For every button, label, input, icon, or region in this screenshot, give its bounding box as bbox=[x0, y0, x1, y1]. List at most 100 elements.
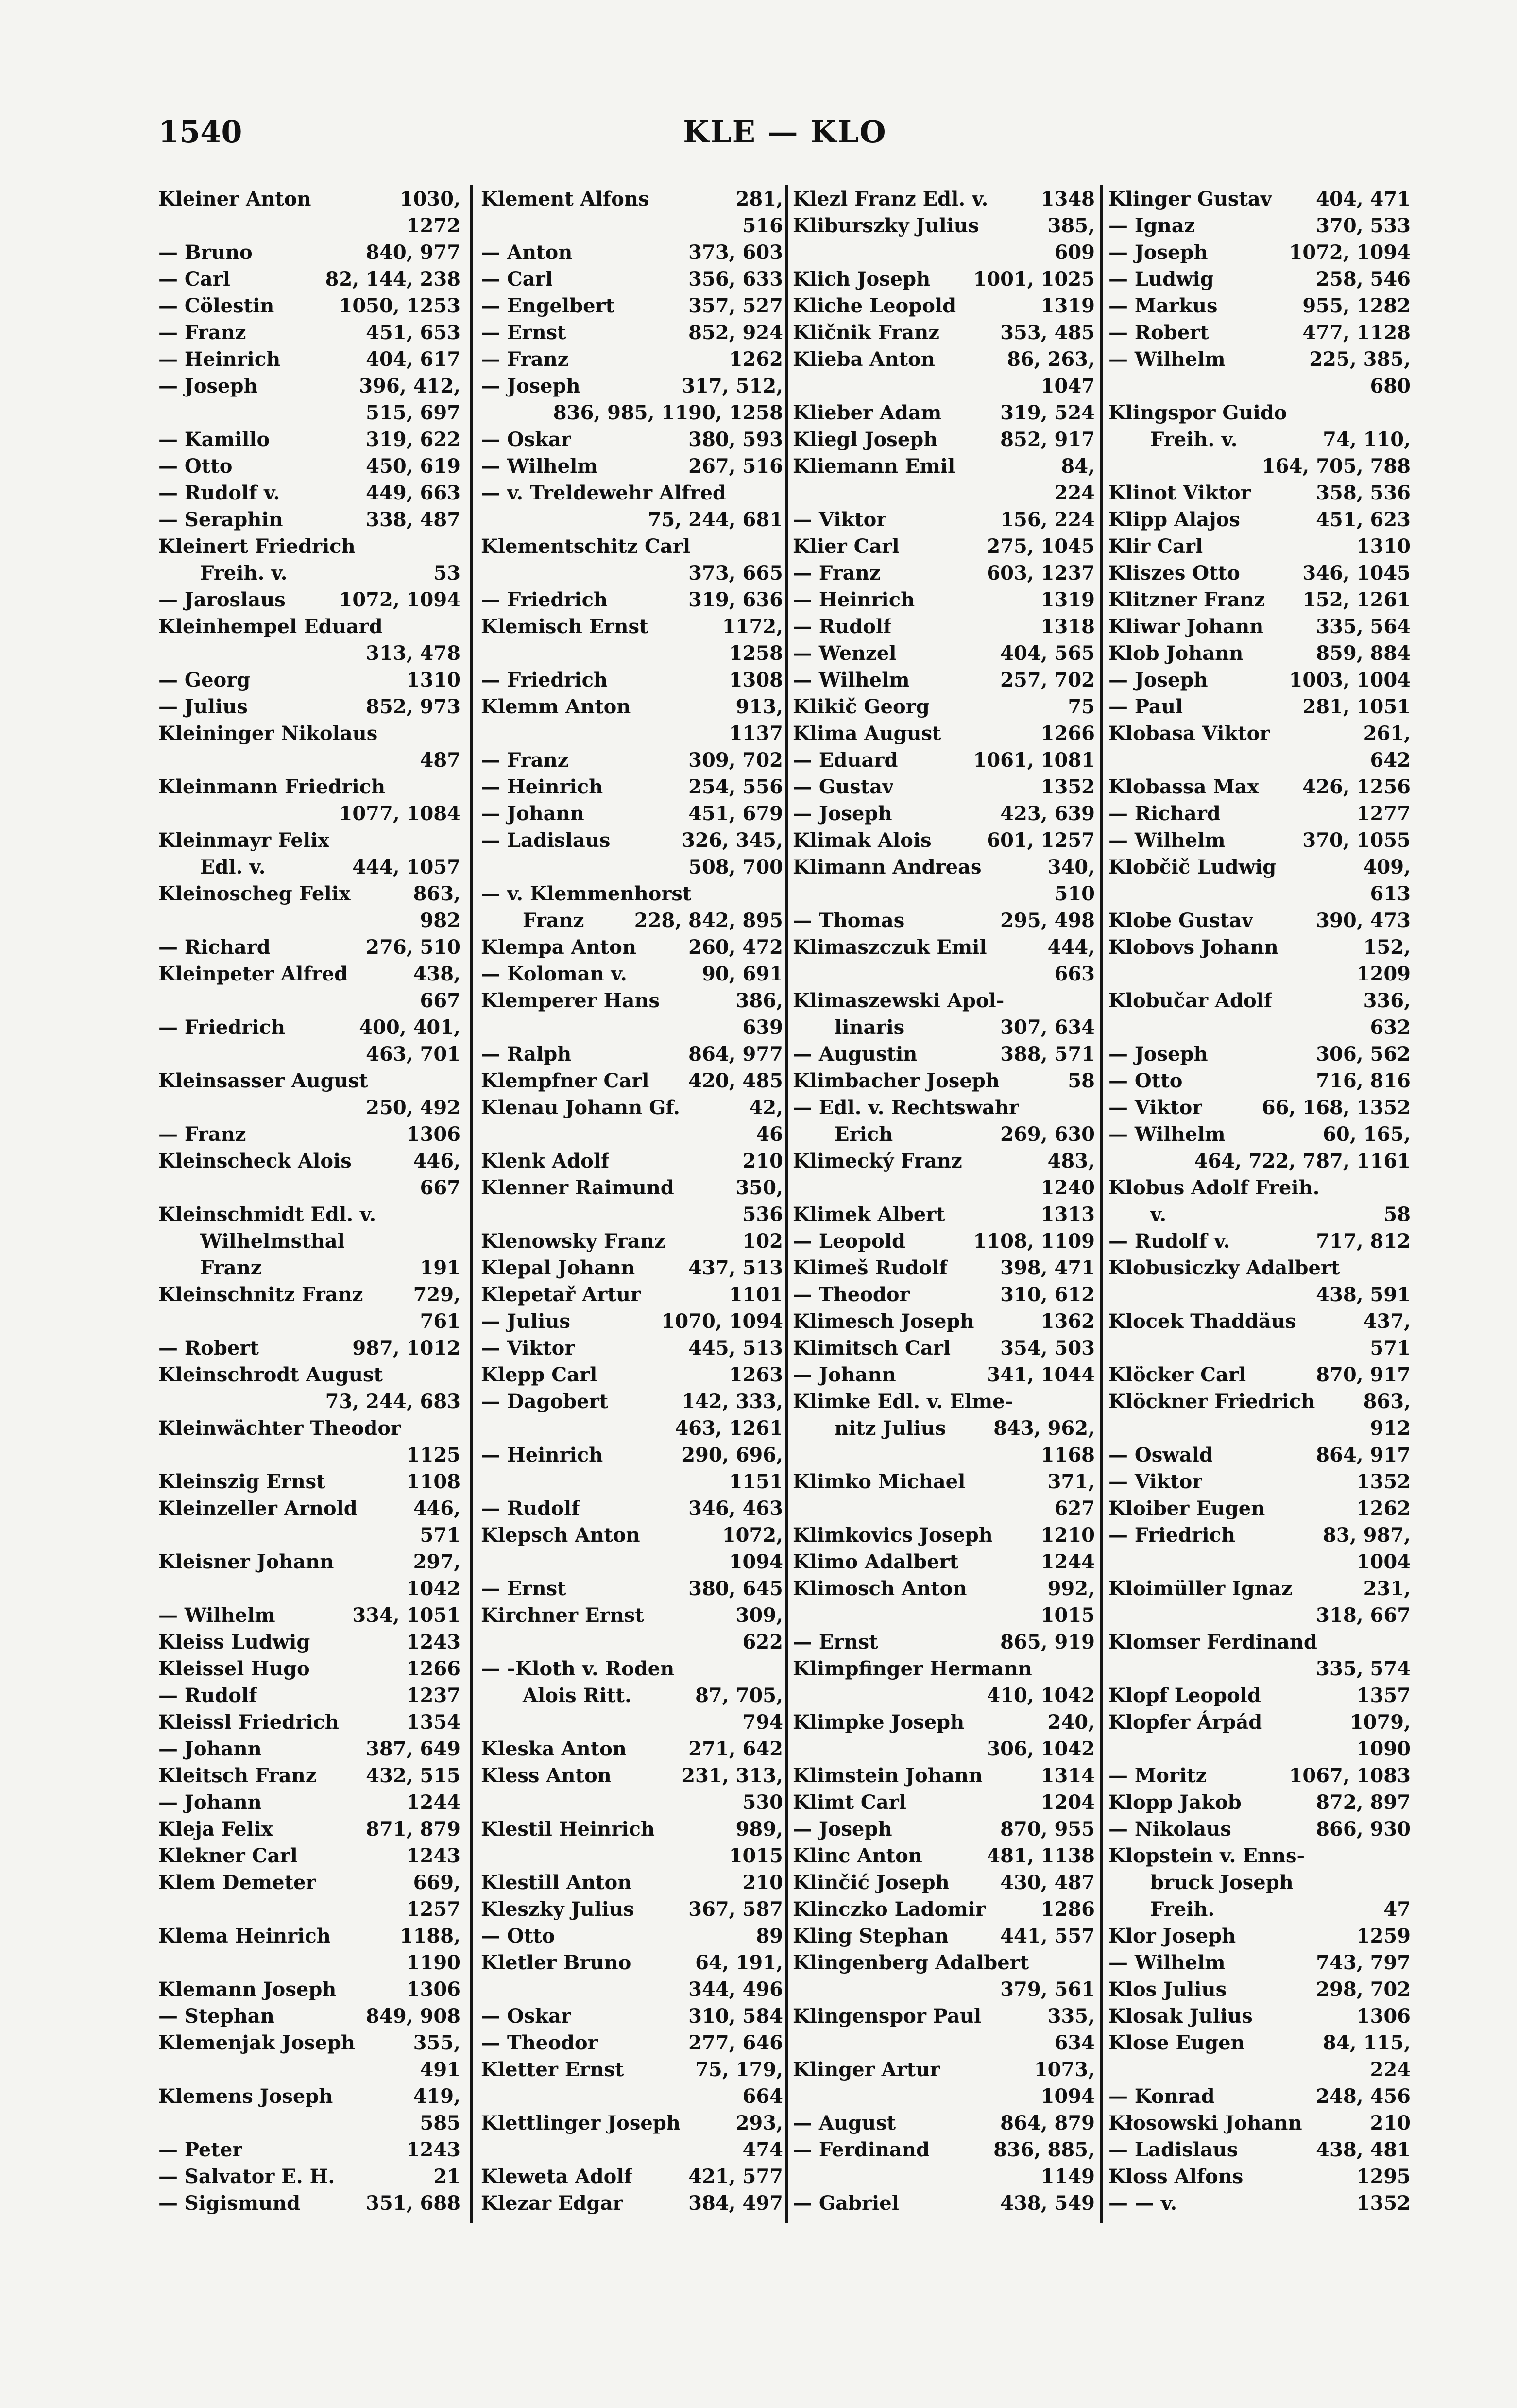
index-entry: Kleja Felix 871, 879 bbox=[158, 1816, 460, 1842]
entry-pages: 438, bbox=[413, 963, 460, 985]
entry-pages: 449, 663 bbox=[366, 482, 460, 504]
index-entry: Kleinscheck Alois 446, bbox=[158, 1148, 460, 1174]
index-entry-continuation: 632 bbox=[1108, 1014, 1411, 1041]
entry-name: Kless Anton bbox=[481, 1764, 612, 1787]
index-entry: Kleinpeter Alfred 438, bbox=[158, 961, 460, 987]
index-entry-continuation: 1190 bbox=[158, 1949, 460, 1976]
index-entry: — Anton 373, 603 bbox=[481, 239, 783, 266]
entry-pages: 870, 917 bbox=[1316, 1363, 1411, 1386]
entry-name: Kleinpeter Alfred bbox=[158, 963, 348, 985]
entry-name: Kleja Felix bbox=[158, 1818, 273, 1840]
entry-pages: 491 bbox=[420, 2058, 461, 2081]
entry-pages: 258, 546 bbox=[1316, 268, 1411, 291]
index-entry: — Peter 1243 bbox=[158, 2136, 460, 2163]
entry-pages: 852, 924 bbox=[688, 321, 783, 344]
index-entry: Klimpfinger Hermann bbox=[793, 1655, 1095, 1682]
entry-pages: 450, 619 bbox=[366, 455, 460, 478]
index-entry: — Ralph 864, 977 bbox=[481, 1041, 783, 1067]
index-entry: Klempfner Carl 420, 485 bbox=[481, 1067, 783, 1094]
entry-pages: 852, 973 bbox=[366, 695, 460, 718]
index-entry: Klenk Adolf 210 bbox=[481, 1148, 783, 1174]
entry-name: Kloiber Eugen bbox=[1108, 1497, 1265, 1520]
entry-pages: 275, 1045 bbox=[987, 535, 1095, 558]
entry-name: Klimesch Joseph bbox=[793, 1310, 974, 1333]
entry-pages: 419, bbox=[413, 2085, 460, 2108]
index-entry: Klestil Heinrich 989, bbox=[481, 1816, 783, 1842]
entry-pages: 75, 244, 681 bbox=[648, 508, 783, 531]
index-entry: Klich Joseph 1001, 1025 bbox=[793, 266, 1095, 292]
entry-pages: 90, 691 bbox=[701, 963, 783, 985]
entry-pages: 1310 bbox=[1356, 535, 1411, 558]
entry-pages: 334, 1051 bbox=[352, 1604, 460, 1627]
entry-pages: 58 bbox=[1383, 1203, 1411, 1226]
index-entry: Kleinzeller Arnold 446, bbox=[158, 1495, 460, 1522]
index-entry: Kliemann Emil 84, bbox=[793, 453, 1095, 480]
entry-name: — Oskar bbox=[481, 2005, 571, 2028]
entry-name: Klestil Heinrich bbox=[481, 1818, 655, 1840]
entry-pages: 42, bbox=[749, 1096, 783, 1119]
entry-pages: 276, 510 bbox=[366, 936, 460, 959]
entry-pages: 864, 879 bbox=[1000, 2112, 1095, 2134]
entry-pages: 1306 bbox=[406, 1123, 460, 1146]
entry-pages: 432, 515 bbox=[366, 1764, 460, 1787]
entry-name: Freih. v. bbox=[1150, 428, 1238, 451]
entry-pages: 1125 bbox=[406, 1444, 460, 1466]
entry-name: — Wilhelm bbox=[158, 1604, 275, 1627]
entry-pages: 871, 879 bbox=[366, 1818, 460, 1840]
entry-pages: 1090 bbox=[1356, 1737, 1411, 1760]
entry-name: Klingenberg Adalbert bbox=[793, 1951, 1029, 1974]
entry-name: — Nikolaus bbox=[1108, 1818, 1231, 1840]
entry-name: Klimaszewski Apol- bbox=[793, 989, 1005, 1012]
entry-name: — Engelbert bbox=[481, 294, 615, 317]
entry-pages: 380, 645 bbox=[688, 1577, 783, 1600]
entry-name: Klob Johann bbox=[1108, 642, 1244, 665]
entry-pages: 1272 bbox=[406, 214, 460, 237]
entry-name: Kleinschrodt August bbox=[158, 1363, 383, 1386]
index-entry-continuation: 164, 705, 788 bbox=[1108, 453, 1411, 480]
index-entry: Klekner Carl 1243 bbox=[158, 1842, 460, 1869]
entry-name: — — v. bbox=[1108, 2192, 1177, 2215]
entry-pages: 420, 485 bbox=[688, 1069, 783, 1092]
index-entry: Klopf Leopold 1357 bbox=[1108, 1682, 1411, 1709]
entry-pages: 1067, 1083 bbox=[1289, 1764, 1411, 1787]
entry-name: Franz bbox=[200, 1256, 262, 1279]
entry-pages: 396, 412, bbox=[359, 375, 460, 397]
entry-name: Klimo Adalbert bbox=[793, 1550, 959, 1573]
entry-name: — Paul bbox=[1108, 695, 1183, 718]
entry-name: Klimpfinger Hermann bbox=[793, 1657, 1032, 1680]
index-entry: — Jaroslaus 1072, 1094 bbox=[158, 586, 460, 613]
entry-pages: 585 bbox=[420, 2112, 461, 2134]
index-entry-continuation: 667 bbox=[158, 1174, 461, 1201]
entry-name: Klieber Adam bbox=[793, 401, 942, 424]
entry-pages: 1310 bbox=[406, 669, 460, 691]
entry-pages: 269, 630 bbox=[1000, 1123, 1095, 1146]
entry-pages: 1240 bbox=[1040, 1176, 1095, 1199]
index-entry-continuation: 463, 701 bbox=[158, 1041, 460, 1067]
index-entry: — Ernst 852, 924 bbox=[481, 319, 783, 346]
index-entry: — Koloman v. 90, 691 bbox=[481, 961, 783, 987]
index-entry-continuation: Freih. 47 bbox=[1108, 1896, 1411, 1923]
index-entry: Klinger Gustav 404, 471 bbox=[1108, 186, 1411, 212]
index-entry: Kliegl Joseph 852, 917 bbox=[793, 426, 1095, 453]
entry-pages: 357, 527 bbox=[688, 294, 783, 317]
index-entry-continuation: 536 bbox=[481, 1201, 784, 1228]
index-entry: — Joseph 396, 412, bbox=[158, 373, 460, 399]
entry-name: Klöckner Friedrich bbox=[1108, 1390, 1315, 1413]
entry-pages: 64, 191, bbox=[695, 1951, 783, 1974]
entry-name: — Cölestin bbox=[158, 294, 274, 317]
entry-name: — Franz bbox=[158, 321, 246, 344]
entry-pages: 464, 722, 787, 1161 bbox=[1194, 1150, 1411, 1172]
index-entry: Klinčić Joseph 430, 487 bbox=[793, 1869, 1095, 1896]
entry-name: Kleinmann Friedrich bbox=[158, 775, 386, 798]
entry-pages: 451, 679 bbox=[688, 802, 783, 825]
index-entry: — Viktor 156, 224 bbox=[793, 506, 1095, 533]
entry-name: Edl. v. bbox=[200, 856, 266, 878]
index-entry: — Viktor 1352 bbox=[1108, 1468, 1411, 1495]
entry-pages: 1094 bbox=[1040, 2085, 1095, 2108]
entry-pages: 510 bbox=[1054, 882, 1095, 905]
index-entry: Klimpke Joseph 240, bbox=[793, 1709, 1095, 1736]
index-entry: Klir Carl 1310 bbox=[1108, 533, 1411, 560]
entry-pages: 335, 574 bbox=[1316, 1657, 1411, 1680]
entry-name: — Ferdinand bbox=[793, 2138, 930, 2161]
index-entry: — Stephan 849, 908 bbox=[158, 2003, 460, 2030]
